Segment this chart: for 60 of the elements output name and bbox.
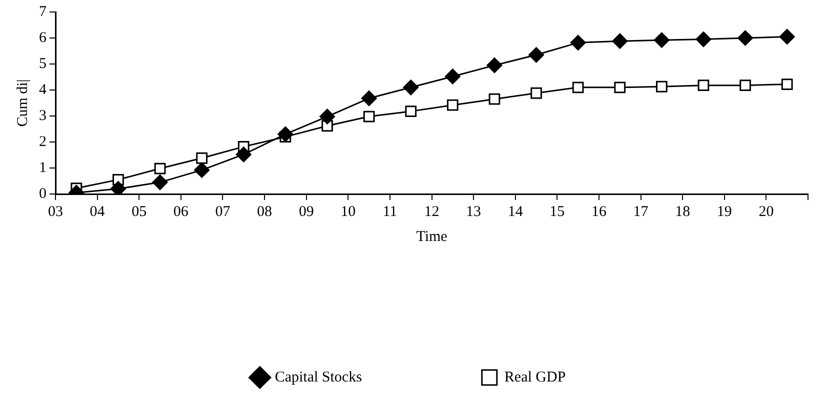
x-tick-label: 12 <box>424 204 440 220</box>
x-tick-label: 03 <box>48 204 63 220</box>
legend-label: Capital Stocks <box>274 369 362 386</box>
y-tick-label: 2 <box>39 134 46 150</box>
x-axis-title: Time <box>416 228 448 245</box>
x-tick-label: 14 <box>508 204 524 220</box>
x-tick-label: 04 <box>90 204 106 220</box>
point <box>572 82 584 94</box>
point <box>698 80 710 92</box>
x-tick-label: 08 <box>257 204 272 220</box>
point <box>528 47 544 63</box>
point <box>363 110 375 122</box>
point <box>403 80 419 96</box>
point <box>488 93 500 105</box>
point <box>152 174 168 190</box>
point <box>781 78 793 90</box>
y-axis-title: Cum di| <box>14 79 31 127</box>
point <box>779 28 795 44</box>
x-tick-label: 09 <box>298 204 314 220</box>
x-tick-label: 20 <box>758 204 774 220</box>
point <box>614 82 626 94</box>
point <box>740 80 751 92</box>
x-tick-label: 19 <box>716 204 732 220</box>
point <box>656 80 668 92</box>
point <box>570 34 586 50</box>
point <box>654 32 670 48</box>
point <box>154 162 166 174</box>
y-tick-label: 5 <box>39 56 46 72</box>
point <box>319 108 335 124</box>
x-tick-label: 11 <box>382 204 398 220</box>
legend-label: Real GDP <box>504 369 566 386</box>
y-tick-label: 3 <box>39 108 46 124</box>
point <box>278 126 294 142</box>
x-tick-label: 06 <box>173 204 189 220</box>
y-tick-label: 7 <box>39 4 47 20</box>
point <box>405 106 417 118</box>
y-tick-label: 6 <box>39 30 47 46</box>
point <box>696 32 712 48</box>
point <box>446 99 458 111</box>
point <box>486 58 502 74</box>
point <box>612 33 628 49</box>
x-tick-label: 07 <box>215 204 231 220</box>
point <box>530 87 542 99</box>
x-tick-label: 10 <box>340 204 356 220</box>
y-tick-label: 1 <box>39 160 46 176</box>
x-tick-label: 15 <box>550 204 565 220</box>
point <box>110 181 126 194</box>
point <box>738 30 754 46</box>
x-tick-label: 13 <box>466 204 482 220</box>
point <box>194 162 210 178</box>
x-tick-label: 16 <box>591 204 607 220</box>
point <box>444 68 460 84</box>
point <box>196 152 208 164</box>
point <box>361 90 377 106</box>
point <box>236 146 252 162</box>
x-tick-label: 05 <box>132 204 147 220</box>
y-tick-label: 0 <box>39 186 46 202</box>
y-tick-label: 4 <box>39 82 47 98</box>
x-tick-label: 18 <box>675 204 690 220</box>
x-tick-label: 17 <box>633 204 649 220</box>
